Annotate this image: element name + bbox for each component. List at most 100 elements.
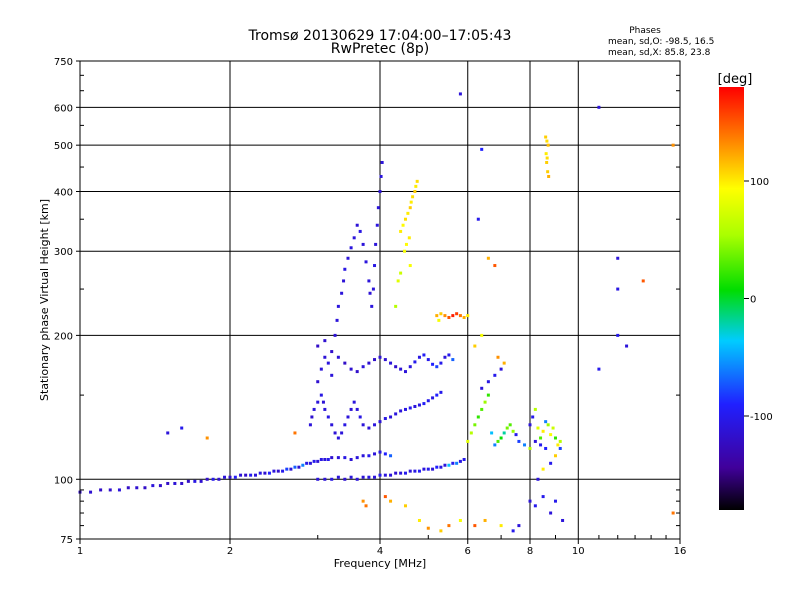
data-point bbox=[439, 390, 443, 394]
data-point bbox=[394, 412, 398, 416]
chart-title: Tromsø 20130629 17:04:00–17:05:43 bbox=[248, 28, 512, 44]
data-point bbox=[99, 488, 103, 492]
data-point bbox=[616, 256, 620, 260]
data-point bbox=[505, 426, 509, 430]
data-point bbox=[205, 477, 209, 481]
data-point bbox=[483, 400, 487, 404]
data-point bbox=[297, 465, 301, 469]
data-point bbox=[272, 469, 276, 473]
data-point bbox=[323, 407, 327, 411]
data-point bbox=[336, 436, 340, 440]
data-point bbox=[267, 471, 271, 475]
data-point bbox=[346, 256, 350, 260]
data-point bbox=[435, 393, 439, 397]
data-point bbox=[411, 195, 415, 199]
data-point bbox=[502, 361, 506, 365]
data-point bbox=[355, 456, 359, 460]
data-point bbox=[408, 406, 412, 410]
data-point bbox=[316, 380, 320, 384]
data-point bbox=[217, 477, 221, 481]
data-point bbox=[378, 189, 382, 193]
data-point bbox=[508, 423, 512, 427]
data-point bbox=[499, 436, 503, 440]
data-point bbox=[355, 370, 359, 374]
data-point bbox=[276, 469, 280, 473]
data-point bbox=[389, 415, 393, 419]
data-point bbox=[378, 355, 382, 359]
data-point bbox=[499, 367, 503, 371]
data-point bbox=[371, 287, 375, 291]
data-point bbox=[546, 143, 550, 147]
data-point bbox=[370, 304, 374, 308]
data-point bbox=[289, 467, 293, 471]
data-point bbox=[330, 456, 334, 460]
data-point bbox=[439, 361, 443, 365]
colorbar-tick-label: 100 bbox=[750, 177, 769, 188]
data-point bbox=[330, 477, 334, 481]
data-point bbox=[312, 459, 316, 463]
data-point bbox=[408, 469, 412, 473]
data-point bbox=[426, 526, 430, 530]
x-tick-label: 16 bbox=[674, 546, 687, 557]
data-point bbox=[455, 312, 459, 316]
data-point bbox=[319, 457, 323, 461]
data-point bbox=[490, 431, 494, 435]
data-point bbox=[376, 206, 380, 210]
data-point bbox=[671, 143, 675, 147]
data-point bbox=[355, 477, 359, 481]
data-point bbox=[536, 477, 540, 481]
data-point bbox=[451, 461, 455, 465]
data-point bbox=[316, 477, 320, 481]
y-tick-label: 100 bbox=[54, 475, 73, 486]
data-point bbox=[293, 431, 297, 435]
data-point bbox=[340, 291, 344, 295]
data-point bbox=[383, 495, 387, 499]
data-point bbox=[364, 260, 368, 264]
data-point bbox=[408, 206, 412, 210]
data-point bbox=[556, 443, 560, 447]
data-point bbox=[326, 457, 330, 461]
data-point bbox=[493, 264, 497, 268]
data-point bbox=[403, 217, 407, 221]
x-tick-label: 10 bbox=[572, 546, 585, 557]
data-point bbox=[373, 264, 377, 268]
data-point bbox=[413, 360, 417, 364]
data-point bbox=[528, 423, 532, 427]
data-point bbox=[439, 529, 443, 533]
data-point bbox=[480, 386, 484, 390]
data-point bbox=[336, 456, 340, 460]
data-point bbox=[625, 344, 629, 348]
data-point bbox=[541, 495, 545, 499]
data-point bbox=[394, 304, 398, 308]
data-point bbox=[374, 242, 378, 246]
data-point bbox=[330, 423, 334, 427]
data-point bbox=[496, 355, 500, 359]
data-point bbox=[399, 271, 403, 275]
data-point bbox=[597, 105, 601, 109]
y-axis-ticks: 75 100 200 300 400 500 600 750 bbox=[54, 57, 680, 546]
data-point bbox=[443, 314, 447, 318]
data-point bbox=[549, 433, 553, 437]
data-point bbox=[431, 362, 435, 366]
data-point bbox=[379, 174, 383, 178]
data-point bbox=[408, 264, 412, 268]
data-point bbox=[447, 353, 451, 357]
data-point bbox=[293, 465, 297, 469]
data-point bbox=[199, 479, 203, 483]
colorbar-tick-label: -100 bbox=[750, 412, 773, 423]
data-point bbox=[469, 431, 473, 435]
data-point bbox=[336, 355, 340, 359]
data-point bbox=[545, 139, 549, 143]
data-point bbox=[480, 407, 484, 411]
data-point bbox=[308, 461, 312, 465]
data-point bbox=[466, 439, 470, 443]
y-tick-label: 200 bbox=[54, 331, 73, 342]
data-point bbox=[361, 242, 365, 246]
data-point bbox=[326, 361, 330, 365]
data-point bbox=[413, 189, 417, 193]
stats-heading: Phases bbox=[629, 26, 661, 36]
data-point bbox=[375, 223, 379, 227]
data-point bbox=[439, 312, 443, 316]
data-point bbox=[403, 504, 407, 508]
y-tick-label: 75 bbox=[60, 535, 73, 546]
